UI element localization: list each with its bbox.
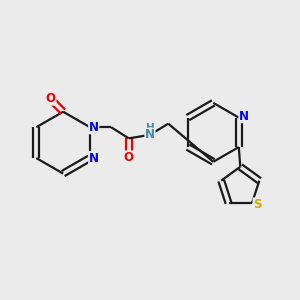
Text: O: O	[46, 92, 56, 105]
Text: S: S	[253, 198, 262, 211]
Text: N: N	[239, 110, 249, 123]
Text: O: O	[124, 151, 134, 164]
Text: H: H	[146, 123, 154, 134]
Text: N: N	[89, 152, 99, 165]
Text: N: N	[145, 128, 155, 141]
Text: N: N	[89, 121, 99, 134]
